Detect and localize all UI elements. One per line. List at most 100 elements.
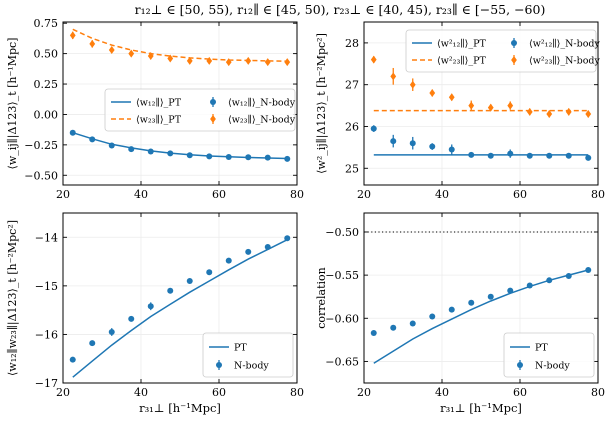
x-tick-label: 80 bbox=[591, 386, 605, 399]
legend-label: ⟨w₂₃∥⟩_N-body bbox=[228, 115, 296, 126]
legend-label: ⟨w²₁₂∥⟩_N-body bbox=[529, 39, 601, 50]
data-point bbox=[69, 129, 76, 136]
data-point bbox=[390, 138, 397, 145]
data-point bbox=[585, 266, 592, 273]
data-point bbox=[206, 56, 213, 65]
data-point bbox=[69, 31, 76, 40]
data-point bbox=[468, 101, 475, 110]
legend-marker-swatch bbox=[511, 40, 517, 46]
data-point bbox=[89, 340, 96, 347]
panel-bottom-left: 20 40 60 80 −17 −16 −15 −14 ⟨w₁₂∥w₂₃∥|Δ123⟩_t [h… bbox=[6, 212, 304, 415]
legend-entry: ⟨w²₁₂∥⟩_PT bbox=[412, 39, 486, 50]
data-point bbox=[390, 72, 397, 81]
legend-entry: ⟨w₁₂∥⟩_PT bbox=[111, 98, 182, 109]
data-point bbox=[264, 244, 271, 250]
data-point bbox=[89, 136, 96, 143]
data-point bbox=[225, 257, 232, 264]
series-line bbox=[72, 131, 288, 160]
legend-box bbox=[104, 88, 296, 132]
legend: PT N-body bbox=[202, 332, 294, 378]
data-point bbox=[108, 45, 115, 54]
data-point bbox=[585, 154, 592, 161]
legend: ⟨w²₁₂∥⟩_PT ⟨w²₂₃∥⟩_PT ⟨w²₁₂∥⟩_N-body ⟨w²₂₃∥… bbox=[405, 29, 601, 73]
data-point bbox=[245, 56, 252, 65]
x-tick-label: 80 bbox=[591, 188, 605, 201]
data-point bbox=[147, 303, 154, 310]
x-tick-label: 20 bbox=[357, 386, 371, 399]
data-point bbox=[409, 80, 416, 89]
data-point bbox=[487, 293, 494, 300]
y-tick-label: 0.50 bbox=[34, 48, 59, 61]
series-points bbox=[370, 266, 592, 336]
data-point bbox=[245, 248, 252, 255]
axes-frame bbox=[62, 21, 298, 186]
y-tick-label: 28 bbox=[345, 37, 359, 50]
legend-marker-swatch bbox=[216, 362, 222, 368]
series-points bbox=[370, 125, 592, 161]
data-point bbox=[128, 49, 135, 58]
data-point bbox=[264, 58, 271, 67]
data-point bbox=[487, 103, 494, 112]
series-points bbox=[69, 235, 291, 363]
y-tick-label: 25 bbox=[345, 162, 359, 175]
data-point bbox=[526, 107, 533, 116]
y-tick-label: −0.55 bbox=[325, 269, 359, 282]
x-tick-label: 80 bbox=[290, 188, 304, 201]
legend-label: N-body bbox=[535, 361, 570, 372]
series-line bbox=[373, 269, 589, 364]
x-tick-label: 20 bbox=[56, 188, 70, 201]
legend-entry: N-body bbox=[517, 360, 570, 372]
data-point bbox=[448, 146, 455, 153]
data-point bbox=[167, 150, 174, 157]
data-point bbox=[429, 89, 436, 98]
data-point bbox=[409, 140, 416, 147]
data-point bbox=[186, 278, 193, 284]
y-tick-label: −0.50 bbox=[24, 169, 58, 182]
legend-box bbox=[503, 332, 595, 378]
data-point bbox=[186, 152, 193, 159]
data-point bbox=[468, 151, 475, 158]
legend-label: ⟨w²₂₃∥⟩_N-body bbox=[529, 56, 601, 67]
x-tick-label: 20 bbox=[56, 386, 70, 399]
y-tick-label: −15 bbox=[35, 280, 58, 293]
legend-label: ⟨w₁₂∥⟩_PT bbox=[136, 98, 182, 109]
data-point bbox=[526, 152, 533, 159]
data-point bbox=[448, 93, 455, 102]
data-point bbox=[429, 313, 436, 320]
y-axis-label: ⟨w²_ij∥|Δ123⟩_t [h⁻²Mpc²] bbox=[315, 33, 329, 174]
data-point bbox=[108, 142, 115, 149]
series-line-3-0 bbox=[373, 269, 589, 364]
legend-label: ⟨w₁₂∥⟩_N-body bbox=[228, 98, 296, 109]
data-point bbox=[128, 315, 135, 322]
data-point bbox=[565, 107, 572, 116]
x-tick-label: 40 bbox=[435, 188, 449, 201]
y-axis-label: ⟨w_ij∥|Δ123⟩_t [h⁻¹Mpc] bbox=[6, 38, 20, 170]
data-point bbox=[284, 235, 291, 242]
y-tick-label: −16 bbox=[35, 328, 58, 341]
series-points bbox=[69, 31, 291, 67]
legend-marker-swatch bbox=[511, 56, 517, 64]
x-tick-label: 60 bbox=[513, 188, 527, 201]
data-point bbox=[264, 154, 271, 161]
series-line bbox=[72, 28, 288, 62]
panel-top-left: 20 40 60 80 −0.50 −0.25 0.00 0.25 0.50 0.75 ⟨w_ij∥… bbox=[6, 17, 304, 201]
legend-label: PT bbox=[535, 343, 548, 354]
series-line-0-1 bbox=[72, 28, 288, 62]
series-line-0-0 bbox=[72, 131, 288, 160]
data-point bbox=[390, 324, 397, 331]
legend-entry: ⟨w₁₂∥⟩_N-body bbox=[210, 97, 296, 109]
data-point bbox=[186, 56, 193, 65]
data-point bbox=[526, 282, 533, 289]
data-point bbox=[147, 52, 154, 61]
axes-frame bbox=[62, 212, 298, 384]
data-point bbox=[206, 269, 213, 276]
x-tick-label: 20 bbox=[357, 188, 371, 201]
data-point bbox=[108, 329, 115, 335]
legend-label: PT bbox=[234, 343, 247, 354]
data-point bbox=[284, 58, 291, 67]
legend-marker-swatch bbox=[210, 99, 216, 105]
data-point bbox=[284, 155, 291, 162]
x-tick-label: 60 bbox=[513, 386, 527, 399]
